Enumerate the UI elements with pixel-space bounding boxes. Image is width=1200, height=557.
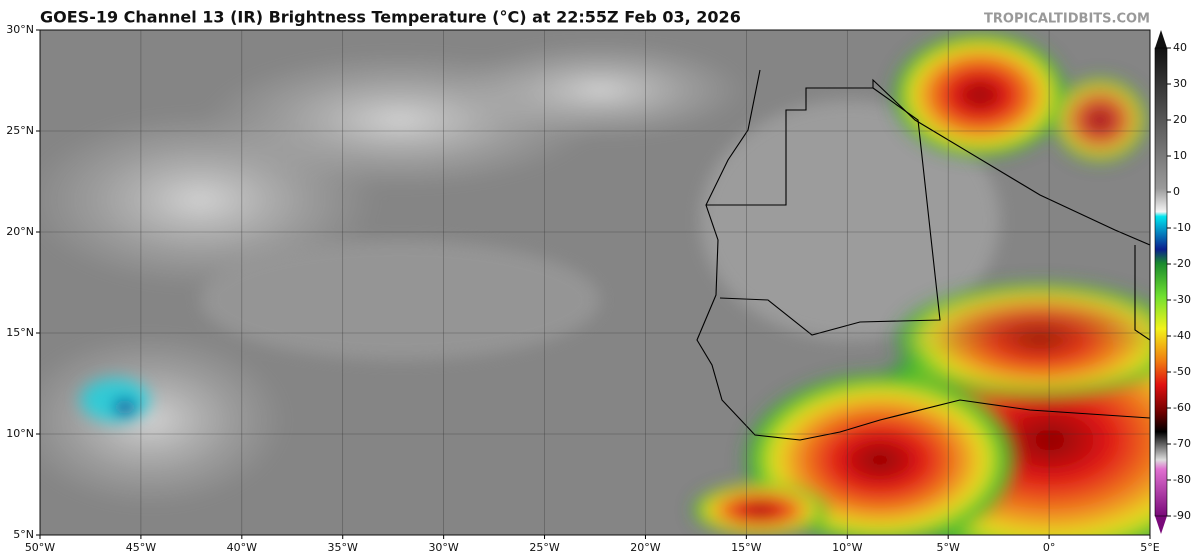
colorbar-extend — [1155, 30, 1167, 48]
lon-label: 50°W — [25, 541, 55, 554]
lon-label: 35°W — [328, 541, 358, 554]
colorbar — [1154, 47, 1168, 517]
imagery — [40, 30, 1150, 535]
lon-label: 45°W — [126, 541, 156, 554]
colorbar-label: 40 — [1173, 41, 1187, 54]
lat-label: 5°N — [13, 528, 34, 541]
lon-label: 5°W — [936, 541, 959, 554]
lat-label: 25°N — [6, 124, 34, 137]
border — [719, 87, 941, 336]
colorbar-label: -80 — [1173, 473, 1191, 486]
border — [1134, 245, 1150, 341]
colorbar-label: -10 — [1173, 221, 1191, 234]
colorbar-label: 10 — [1173, 149, 1187, 162]
colorbar-label: 30 — [1173, 77, 1187, 90]
lon-label: 15°W — [731, 541, 761, 554]
lat-label: 10°N — [6, 427, 34, 440]
lon-label: 5°E — [1140, 541, 1159, 554]
credit: TROPICALTIDBITS.COM — [984, 12, 1150, 27]
title: GOES-19 Channel 13 (IR) Brightness Tempe… — [40, 8, 741, 27]
colorbar-label: -90 — [1173, 509, 1191, 522]
colorbar-label: 20 — [1173, 113, 1187, 126]
lat-label: 30°N — [6, 23, 34, 36]
lon-label: 0° — [1043, 541, 1056, 554]
colorbar-label: -40 — [1173, 329, 1191, 342]
colorbar-label: -60 — [1173, 401, 1191, 414]
colorbar-label: -50 — [1173, 365, 1191, 378]
colorbar-label: -30 — [1173, 293, 1191, 306]
coastline — [696, 69, 1150, 441]
colorbar-label: -20 — [1173, 257, 1191, 270]
colorbar-extend — [1155, 516, 1167, 534]
lon-label: 25°W — [529, 541, 559, 554]
lon-label: 10°W — [832, 541, 862, 554]
lon-label: 20°W — [630, 541, 660, 554]
colorbar-label: 0 — [1173, 185, 1180, 198]
colorbar-label: -70 — [1173, 437, 1191, 450]
lat-label: 20°N — [6, 225, 34, 238]
lon-label: 30°W — [428, 541, 458, 554]
lat-label: 15°N — [6, 326, 34, 339]
lon-label: 40°W — [227, 541, 257, 554]
